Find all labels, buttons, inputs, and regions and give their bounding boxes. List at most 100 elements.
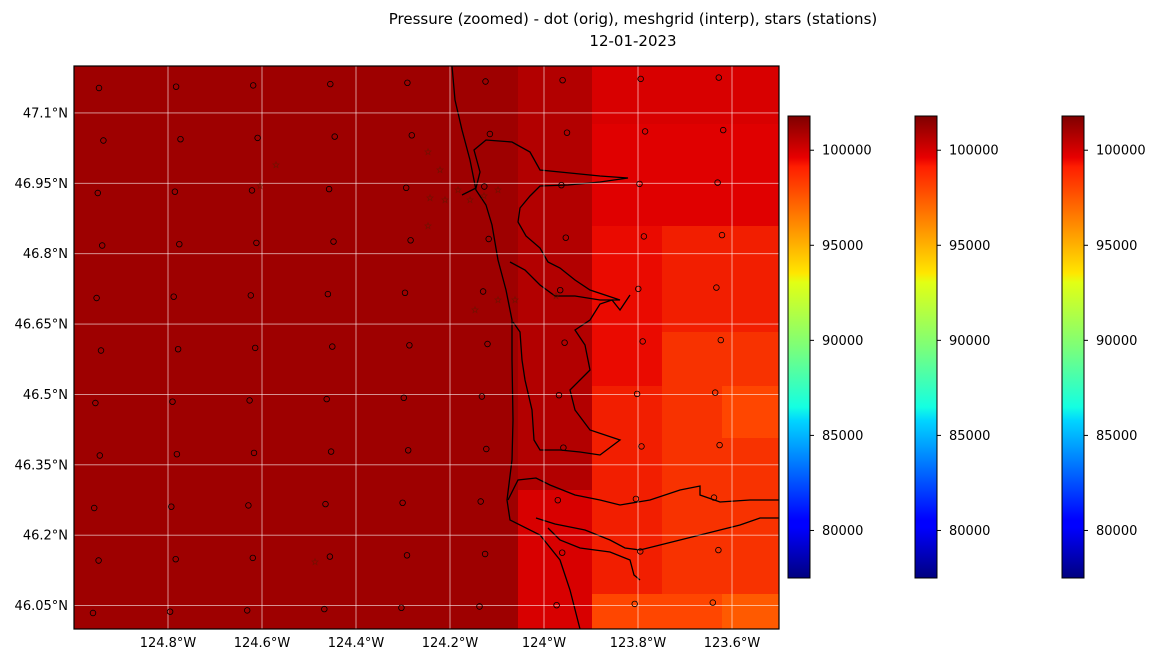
data-dot [405,447,412,454]
data-dot [482,78,489,85]
colorbar-tick-label: 90000 [949,334,990,349]
station-star [494,185,502,194]
colorbar-tick-label: 85000 [949,429,990,444]
colorbar: 100000 95000 90000 85000 80000 [1061,115,1146,579]
coastline-river [535,517,779,551]
data-dot [95,557,102,564]
data-dot [407,237,414,244]
coastline-bay-north [461,139,629,301]
data-dot [637,75,644,83]
data-dot [254,134,261,142]
data-dot [170,293,177,300]
data-dot [325,185,333,193]
colorbar-tick-label: 90000 [1096,334,1137,349]
title-line1: Pressure (zoomed) - dot (orig), meshgrid… [389,10,877,28]
mesh-cell [722,386,779,438]
data-dot [479,288,487,295]
data-dot [710,494,718,501]
lat-tick-label: 46.35°N [15,458,68,473]
data-dot [486,130,494,138]
data-dot [553,602,560,609]
mesh-cell [662,386,722,490]
latitude-tick-labels: 47.1°N 46.95°N 46.8°N 46.65°N 46.5°N 46.35°N 4… [15,106,68,614]
data-dot [636,180,643,188]
data-dot [715,546,722,554]
data-dot [558,181,565,189]
data-dot [483,445,490,453]
colorbar-tick-label: 100000 [949,144,999,159]
lon-tick-label: 124.6°W [234,636,291,651]
lon-tick-label: 124.8°W [140,636,197,651]
station-stars [256,147,560,566]
mesh-cell [592,490,662,594]
data-dot [100,137,107,144]
map-frame [73,65,780,630]
data-dot [327,80,334,88]
station-star [471,305,479,314]
data-dot [716,441,723,449]
data-dot [331,133,338,140]
data-dot [97,347,105,354]
colorbar-tick-label: 95000 [949,239,990,254]
data-dot [98,242,106,249]
data-dot [172,556,179,563]
lon-tick-label: 123.8°W [610,636,667,651]
data-dot [720,126,727,134]
station-star [436,165,444,174]
data-dot [93,294,100,302]
station-star [480,191,488,200]
data-dot [169,398,176,405]
data-dot [251,344,259,352]
data-dot [177,135,184,143]
data-dot [250,449,258,457]
data-dot [89,609,97,617]
data-dot [404,79,411,86]
data-dot [168,503,175,510]
original-data-dots [89,74,727,617]
data-dot [174,346,182,353]
data-dot [176,240,183,248]
station-star [424,147,432,156]
lon-tick-label: 124.2°W [422,636,479,651]
colorbar-gradient [1061,115,1085,579]
data-dot [554,497,561,504]
data-dot [709,599,716,606]
colorbar-tick-label: 95000 [822,239,863,254]
station-star [454,185,462,194]
data-dot [638,443,645,450]
data-dot [639,338,646,345]
coastline-shore-east [507,477,779,506]
lat-tick-label: 46.2°N [23,529,68,544]
colorbar-tick-label: 80000 [822,524,863,539]
mesh-cell [592,124,779,230]
data-dot [717,336,724,344]
data-dot [248,187,256,194]
data-dot [481,183,488,190]
station-star [466,195,474,204]
mesh-cell [592,66,779,124]
station-star [272,160,280,169]
station-star [424,221,432,230]
lat-tick-label: 46.8°N [23,247,68,262]
colorbar: 100000 95000 90000 85000 80000 [787,115,872,579]
data-dot [172,83,180,90]
colorbar-tick-label: 90000 [822,334,863,349]
data-dot [330,238,337,245]
title-line2: 12-01-2023 [589,32,676,50]
lat-tick-label: 47.1°N [23,106,68,121]
station-star [311,557,319,566]
data-dot [96,452,103,459]
mesh-cell [722,594,779,629]
data-dot [406,342,413,349]
mesh-cell [592,386,662,490]
station-star [441,195,449,204]
data-dot [631,600,638,608]
data-dot [243,607,251,614]
data-dot [403,552,411,559]
station-star [426,193,434,202]
data-dot [637,548,644,555]
data-dot [559,76,566,84]
data-dot [632,495,640,503]
data-dot [715,74,722,81]
data-dot [246,397,253,404]
